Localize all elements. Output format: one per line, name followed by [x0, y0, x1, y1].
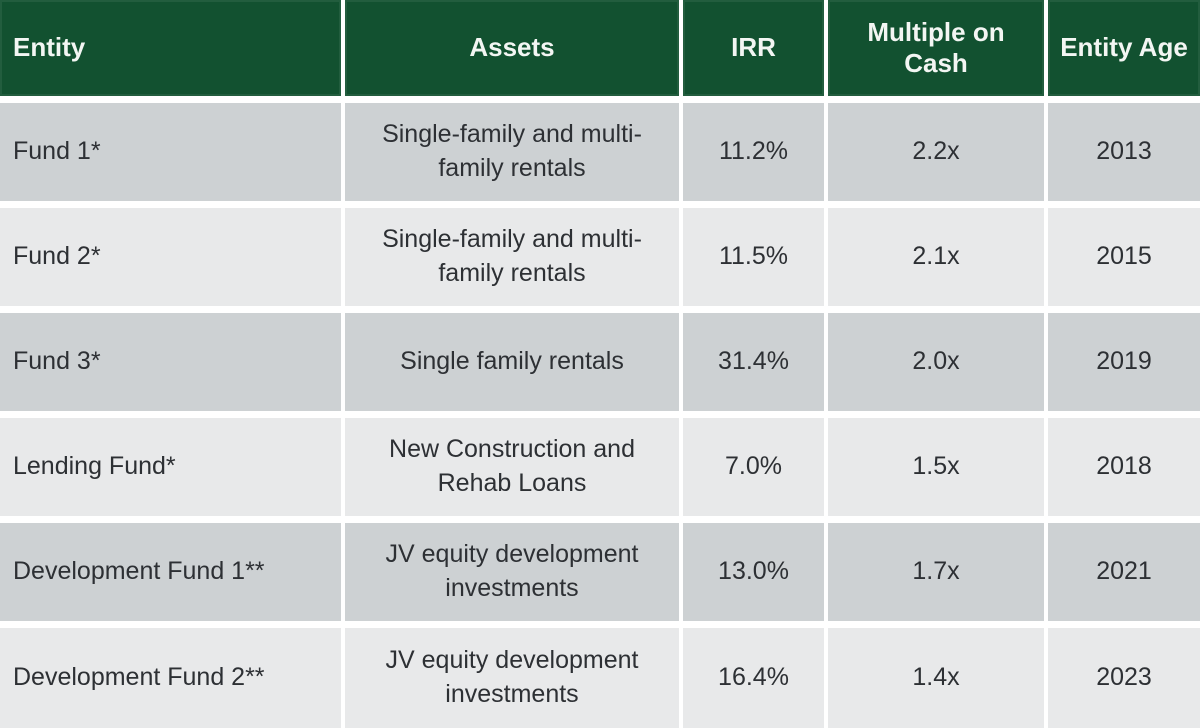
cell-irr: 13.0%: [683, 523, 824, 621]
header-cell-multiple-on-cash: Multiple on Cash: [828, 0, 1044, 96]
cell-entity: Fund 3*: [0, 313, 341, 411]
cell-entity-age: 2019: [1048, 313, 1200, 411]
cell-entity-age: 2018: [1048, 418, 1200, 516]
cell-entity-age: 2023: [1048, 628, 1200, 728]
cell-multiple-on-cash: 2.2x: [828, 103, 1044, 201]
cell-entity: Development Fund 1**: [0, 523, 341, 621]
cell-entity: Fund 2*: [0, 208, 341, 306]
cell-multiple-on-cash: 1.7x: [828, 523, 1044, 621]
cell-irr: 11.2%: [683, 103, 824, 201]
header-cell-entity-age: Entity Age: [1048, 0, 1200, 96]
cell-multiple-on-cash: 1.4x: [828, 628, 1044, 728]
cell-assets: JV equity development investments: [345, 628, 679, 728]
cell-irr: 31.4%: [683, 313, 824, 411]
cell-assets: JV equity development investments: [345, 523, 679, 621]
cell-entity: Lending Fund*: [0, 418, 341, 516]
header-cell-entity: Entity: [0, 0, 341, 96]
cell-multiple-on-cash: 2.0x: [828, 313, 1044, 411]
header-cell-assets: Assets: [345, 0, 679, 96]
cell-entity: Fund 1*: [0, 103, 341, 201]
cell-assets: Single family rentals: [345, 313, 679, 411]
cell-assets: New Construction and Rehab Loans: [345, 418, 679, 516]
cell-assets: Single-family and multi-family rentals: [345, 103, 679, 201]
cell-assets: Single-family and multi-family rentals: [345, 208, 679, 306]
cell-irr: 16.4%: [683, 628, 824, 728]
cell-irr: 7.0%: [683, 418, 824, 516]
cell-entity-age: 2021: [1048, 523, 1200, 621]
cell-multiple-on-cash: 1.5x: [828, 418, 1044, 516]
cell-multiple-on-cash: 2.1x: [828, 208, 1044, 306]
cell-entity: Development Fund 2**: [0, 628, 341, 728]
header-cell-irr: IRR: [683, 0, 824, 96]
cell-irr: 11.5%: [683, 208, 824, 306]
cell-entity-age: 2015: [1048, 208, 1200, 306]
cell-entity-age: 2013: [1048, 103, 1200, 201]
